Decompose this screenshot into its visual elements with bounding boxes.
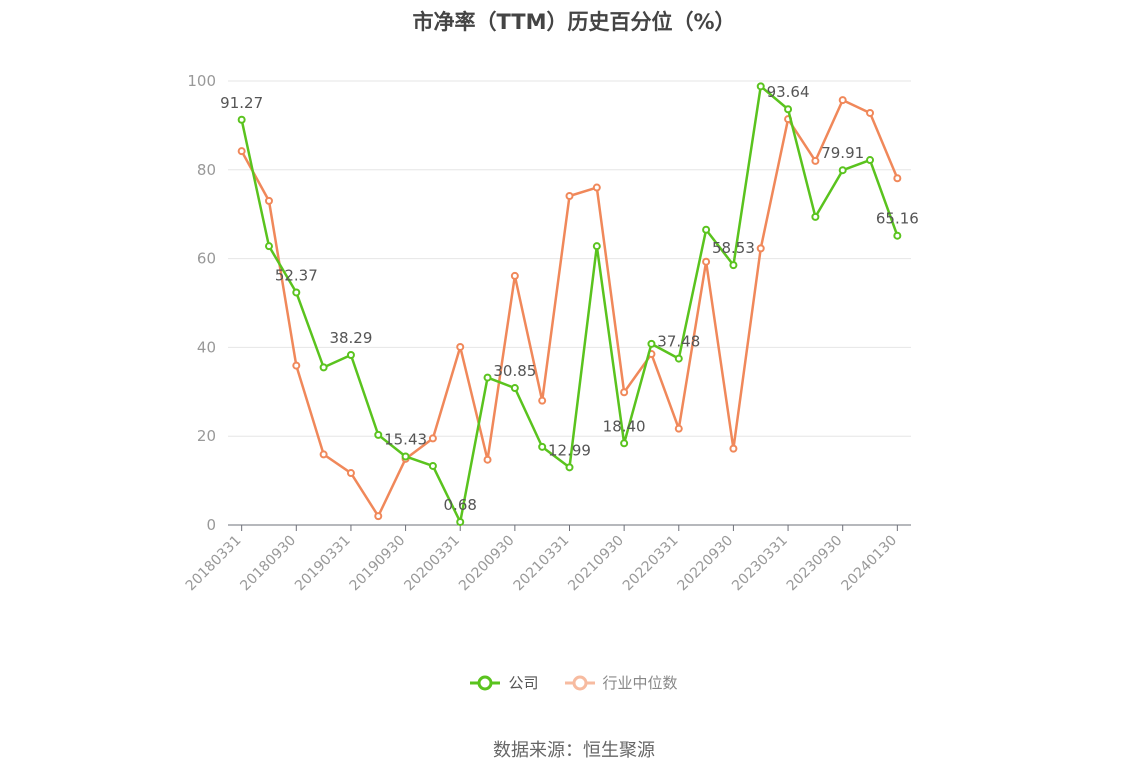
data-point-company [538,442,547,451]
data-point-industry [346,469,355,478]
data-point-company [866,156,875,165]
data-point-company [319,363,328,372]
data-label: 38.29 [329,329,372,347]
legend-item-industry[interactable]: 行业中位数 [564,672,678,693]
chart-title: 市净率（TTM）历史百分位（%） [412,10,736,34]
data-point-company [401,452,410,461]
data-point-industry [510,271,519,280]
y-tick-label: 0 [206,516,216,534]
data-point-company [784,105,793,114]
data-point-company [674,354,683,363]
y-tick-label: 60 [197,250,216,268]
data-point-industry [237,147,246,156]
data-source: 数据来源：恒生聚源 [493,740,655,761]
x-tick-label: 20190331 [292,533,354,595]
data-point-company [565,463,574,472]
data-point-industry [592,183,601,192]
data-point-industry [893,174,902,183]
data-point-company [264,242,273,251]
data-point-industry [456,342,465,351]
data-point-company [838,166,847,175]
data-label: 79.91 [821,144,864,162]
data-point-company [237,115,246,124]
data-point-company [483,373,492,382]
data-label: 58.53 [712,239,755,257]
data-point-industry [702,257,711,266]
data-point-company [592,242,601,251]
x-tick-label: 20230331 [729,533,791,595]
data-point-company [620,439,629,448]
legend: 公司 行业中位数 [0,672,1148,693]
y-tick-label: 80 [197,161,216,179]
data-point-industry [620,388,629,397]
data-point-company [702,225,711,234]
data-point-industry [674,424,683,433]
data-label: 37.48 [657,333,700,351]
data-point-company [510,384,519,393]
data-point-industry [483,455,492,464]
data-point-industry [729,444,738,453]
x-tick-label: 20210930 [565,533,627,595]
data-point-industry [319,450,328,459]
x-tick-label: 20220930 [675,533,737,595]
data-point-industry [292,361,301,370]
x-tick-label: 20180331 [183,533,245,595]
data-point-company [811,212,820,221]
data-point-industry [565,191,574,200]
data-point-industry [866,108,875,117]
y-tick-label: 100 [187,72,216,90]
x-tick-label: 20180930 [237,533,299,595]
data-point-industry [538,396,547,405]
data-label: 15.43 [384,430,427,448]
data-label: 0.68 [444,496,477,514]
data-point-company [756,82,765,91]
data-point-industry [264,196,273,205]
legend-item-company[interactable]: 公司 [470,672,539,693]
x-tick-label: 20210331 [511,533,573,595]
data-label: 91.27 [220,94,263,112]
legend-company-label: 公司 [508,674,539,692]
y-tick-label: 20 [197,427,216,445]
data-point-company [729,261,738,270]
data-point-industry [756,244,765,253]
data-label: 30.85 [493,362,536,380]
x-tick-label: 20200930 [456,533,518,595]
data-point-company [456,517,465,526]
x-tick-label: 20230930 [784,533,846,595]
data-point-industry [838,96,847,105]
series-layer [237,82,902,526]
data-point-company [292,288,301,297]
y-tick-label: 40 [197,338,216,356]
legend-company-marker-icon [470,675,501,690]
grid-layer [228,80,911,437]
legend-industry-label: 行业中位数 [602,674,678,692]
label-layer: 91.27 52.37 38.29 15.43 0.68 30.85 12.99 18.40 3… [220,83,919,514]
data-point-company [647,339,656,348]
data-point-company [346,350,355,359]
data-point-company [428,461,437,470]
data-label: 65.16 [876,210,919,228]
data-point-company [374,430,383,439]
x-tick-label: 20220331 [620,533,682,595]
data-label: 93.64 [767,83,810,101]
legend-industry-marker-icon [564,675,595,690]
data-point-company [893,231,902,240]
data-point-industry [428,434,437,443]
data-point-industry [811,156,820,165]
data-point-industry [374,512,383,521]
data-label: 18.40 [603,417,646,435]
data-label: 52.37 [275,266,318,284]
x-tick-label: 20200331 [401,533,463,595]
x-tick-label: 20240130 [838,533,900,595]
data-label: 12.99 [548,441,591,459]
x-tick-label: 20190930 [347,533,409,595]
